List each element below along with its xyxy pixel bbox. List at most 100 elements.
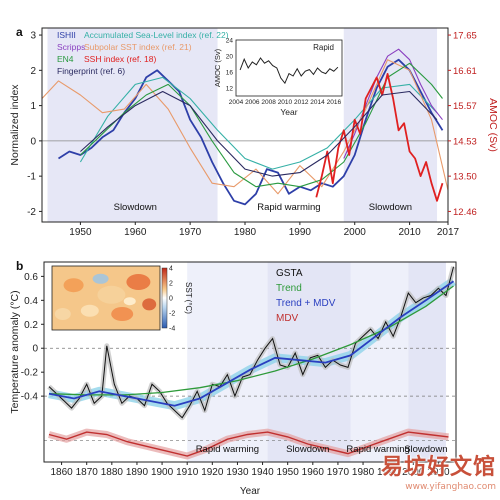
panel-b-inset-map-patch-5 bbox=[54, 308, 71, 320]
panel-b-inset-map-patch-8 bbox=[123, 297, 136, 306]
panel-a-legend-0: ISHII bbox=[57, 30, 76, 40]
panel-a-ytick-label-2: 0 bbox=[30, 136, 36, 147]
panel-a-xtick-label-0: 1950 bbox=[69, 227, 92, 238]
panel-a-ytick-label-3: 1 bbox=[30, 101, 36, 112]
panel-a-legend-1: Accumulated Sea-Level index (ref. 22) bbox=[84, 30, 229, 40]
panel-a-inset-xtick-0: 2004 bbox=[229, 99, 244, 106]
panel-a-shade-0 bbox=[47, 28, 218, 222]
panel-a-inset-xtick-4: 2012 bbox=[294, 99, 309, 106]
panel-b-xtick-label-4: 1900 bbox=[151, 467, 174, 478]
panel-b-legend-3: MDV bbox=[276, 313, 299, 324]
panel-b-frame bbox=[43, 261, 457, 463]
panel-a-inset-ytick-1: 16 bbox=[226, 70, 234, 77]
panel-a-xtick-label-4: 1990 bbox=[289, 227, 312, 238]
panel-b-xtick-label-11: 1970 bbox=[327, 467, 350, 478]
panel-b-colorbar-tick-0: -4 bbox=[169, 326, 175, 333]
panel-a-inset-series bbox=[239, 57, 339, 85]
panel-b-period-label-1: Slowdown bbox=[286, 444, 329, 455]
panel-b-ytick-label-4: 0.4 bbox=[24, 296, 38, 307]
panel-b-colorbar-tick-4: 4 bbox=[169, 266, 173, 273]
panel-a-ytick-label-1: -1 bbox=[27, 172, 36, 183]
panel-a-inset-xtick-1: 2006 bbox=[245, 99, 260, 106]
panel-a-inset-frame bbox=[235, 39, 343, 97]
panel-b-series-mdv bbox=[48, 431, 449, 457]
panel-a-ylabel-right: AMOC (Sv) bbox=[487, 98, 499, 152]
panel-b-colorbar-tick-1: -2 bbox=[169, 311, 175, 318]
panel-b-ytick-label-2: 0 bbox=[32, 344, 38, 355]
panel-a-ytick-right-label-3: 15.57 bbox=[453, 101, 477, 112]
panel-a-ylabel: Normalized index bbox=[9, 84, 21, 166]
panel-a-letter: a bbox=[16, 25, 23, 39]
panel-a-inset-title: Rapid bbox=[313, 43, 334, 52]
panel-a-ytick-label-4: 2 bbox=[30, 66, 36, 77]
panel-b-xtick-label-12: 1980 bbox=[352, 467, 375, 478]
panel-a-inset-xtick-6: 2016 bbox=[327, 99, 342, 106]
panel-a-inset-xtick-5: 2014 bbox=[310, 99, 325, 106]
panel-a-ytick-label-5: 3 bbox=[30, 31, 36, 42]
panel-b-inset-map bbox=[51, 265, 161, 331]
panel-b-shade-2 bbox=[350, 262, 409, 462]
panel-b-inset-map-patch-7 bbox=[92, 273, 109, 284]
panel-b-inset-map-patch-1 bbox=[97, 285, 126, 304]
panel-b-colorbar-tick-3: 2 bbox=[169, 281, 173, 288]
panel-a-shade-2 bbox=[343, 28, 438, 222]
panel-a-ytick-right-label-1: 13.50 bbox=[453, 172, 477, 183]
watermark-text: 易坊好文馆 bbox=[380, 455, 496, 480]
panel-b-xtick-label-3: 1890 bbox=[126, 467, 149, 478]
panel-a-inset-xtick-3: 2010 bbox=[278, 99, 293, 106]
panel-b-xtick-label-6: 1920 bbox=[201, 467, 224, 478]
panel-a-legend-6: Fingerprint (ref. 6) bbox=[57, 66, 125, 76]
panel-b-xtick-label-5: 1910 bbox=[176, 467, 199, 478]
panel-a-xtick-label-2: 1970 bbox=[179, 227, 202, 238]
panel-a-series-5 bbox=[315, 73, 444, 202]
panel-b-series-gsta bbox=[48, 266, 454, 419]
panel-b-inset-map-patch-2 bbox=[126, 274, 151, 290]
panel-b-legend-0: GSTA bbox=[276, 268, 303, 279]
panel-b-ytick-label-1: -0.2 bbox=[21, 368, 39, 379]
panel-b-period-label-2: Rapid warming bbox=[346, 444, 409, 455]
panel-a-inset-ytick-2: 20 bbox=[226, 54, 234, 61]
panel-a-ytick-right-label-2: 14.53 bbox=[453, 136, 477, 147]
panel-a-xtick-label-3: 1980 bbox=[234, 227, 257, 238]
panel-b-legend-2: Trend + MDV bbox=[276, 298, 336, 309]
panel-b-xlabel: Year bbox=[240, 486, 261, 497]
panel-a-series-3 bbox=[41, 59, 449, 195]
panel-b-xtick-label-13: 1990 bbox=[377, 467, 400, 478]
panel-b-xtick-label-1: 1870 bbox=[76, 467, 99, 478]
panel-a-ytick-right-label-0: 12.46 bbox=[453, 207, 477, 218]
panel-b-inset-map-patch-6 bbox=[142, 298, 157, 311]
panel-a-inset-ylabel: AMOC (Sv) bbox=[213, 48, 222, 87]
panel-a-xtick-label-7: 2017 bbox=[437, 227, 460, 238]
panel-a-period-label-1: Rapid warming bbox=[257, 202, 320, 213]
panel-a-legend-3: Subpolar SST index (ref. 21) bbox=[84, 42, 192, 52]
panel-b-inset-map-patch-4 bbox=[111, 307, 134, 321]
panel-b-colorbar-label: SST (°C) bbox=[184, 282, 193, 314]
panel-a-legend-4: EN4 bbox=[57, 54, 74, 64]
panel-b-letter: b bbox=[16, 259, 23, 273]
panel-b-ytick-label-3: 0.2 bbox=[24, 320, 38, 331]
panel-b-xtick-label-8: 1940 bbox=[251, 467, 274, 478]
panel-b-xtick-label-10: 1960 bbox=[302, 467, 325, 478]
panel-b-xtick-label-9: 1950 bbox=[277, 467, 300, 478]
panel-a-series-1 bbox=[79, 76, 438, 170]
panel-a-ytick-right-label-5: 17.65 bbox=[453, 31, 477, 42]
panel-b-xtick-label-2: 1880 bbox=[101, 467, 124, 478]
panel-b-xtick-label-7: 1930 bbox=[226, 467, 249, 478]
panel-a-inset-xtick-2: 2008 bbox=[261, 99, 276, 106]
panel-a-legend-5: SSH index (ref. 18) bbox=[84, 54, 156, 64]
panel-a-xtick-label-6: 2010 bbox=[398, 227, 421, 238]
panel-b-colorbar-tick-2: 0 bbox=[169, 296, 173, 303]
panel-b-period-label-0: Rapid warming bbox=[196, 444, 259, 455]
panel-b-ytick-label-5: 0.6 bbox=[24, 272, 38, 283]
panel-a-inset-ytick-3: 24 bbox=[226, 38, 234, 45]
panel-a-ytick-right-label-4: 16.61 bbox=[453, 66, 477, 77]
panel-b-inset-map-patch-3 bbox=[80, 304, 99, 317]
watermark-url: www.yifanghao.com bbox=[405, 482, 496, 492]
panel-b-xtick-label-15: 2010 bbox=[427, 467, 450, 478]
panel-a-period-label-2: Slowdown bbox=[369, 202, 412, 213]
panel-b-ylabel: Temperature anomaly (°C) bbox=[9, 290, 21, 413]
panel-b-xtick-label-0: 1860 bbox=[50, 467, 73, 478]
panel-b-ytick-label-0: -0.4 bbox=[21, 392, 39, 403]
watermark: 易坊好文馆 www.yifanghao.com bbox=[381, 449, 496, 492]
